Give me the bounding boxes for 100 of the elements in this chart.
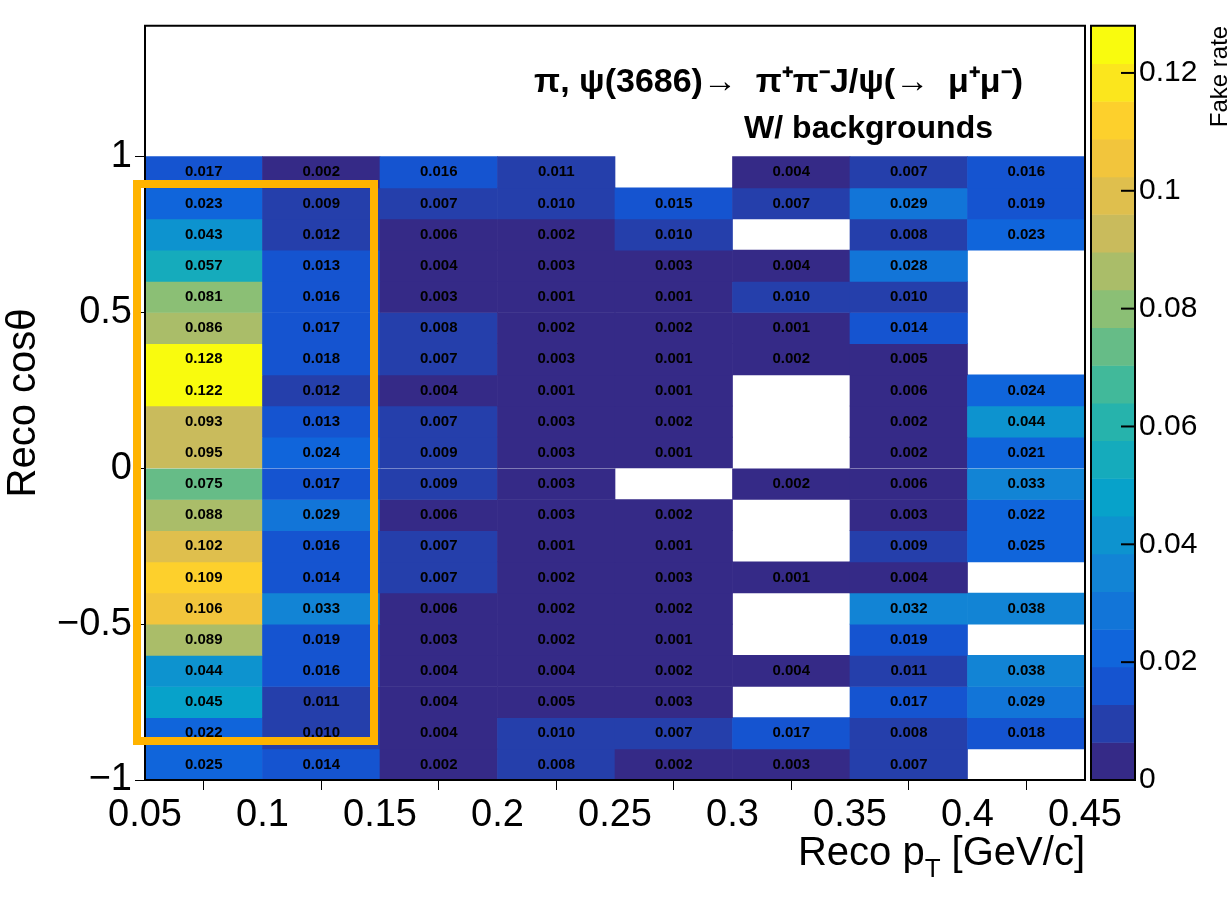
data-label: 0.018 <box>1007 723 1046 741</box>
data-label: 0.002 <box>654 505 693 523</box>
data-label: 0.002 <box>537 224 576 242</box>
data-label: 0.086 <box>184 318 223 336</box>
data-label: 0.006 <box>889 474 928 492</box>
data-label: 0.001 <box>654 536 693 554</box>
data-label: 0.009 <box>419 442 458 460</box>
data-label: 0.003 <box>537 411 576 429</box>
y-axis-title: Reco cosθ <box>0 308 44 498</box>
data-label: 0.012 <box>302 224 341 242</box>
data-label: 0.002 <box>654 598 693 616</box>
data-label: 0.012 <box>302 380 341 398</box>
data-label: 0.006 <box>419 505 458 523</box>
data-label: 0.013 <box>302 411 341 429</box>
data-label: 0.075 <box>184 474 223 492</box>
data-label: 0.009 <box>302 193 341 211</box>
data-label: 0.023 <box>1007 224 1046 242</box>
x-tick-label: 0.3 <box>706 792 759 835</box>
color-bar-label: 0.02 <box>1139 643 1198 677</box>
data-label: 0.022 <box>1007 505 1046 523</box>
data-label: 0.014 <box>302 567 341 585</box>
data-label: 0.002 <box>537 318 576 336</box>
x-tick-label: 0.2 <box>471 792 524 835</box>
data-label: 0.004 <box>772 255 811 273</box>
color-bar-label: 0.06 <box>1139 407 1198 441</box>
data-label: 0.004 <box>419 380 459 398</box>
data-label: 0.006 <box>419 224 458 242</box>
data-label: 0.017 <box>889 692 928 710</box>
data-label: 0.002 <box>419 754 458 772</box>
data-label: 0.007 <box>419 193 458 211</box>
data-label: 0.009 <box>419 474 458 492</box>
data-label: 0.008 <box>419 318 458 336</box>
data-label: 0.024 <box>1007 380 1046 398</box>
data-label: 0.033 <box>1007 474 1046 492</box>
data-label: 0.003 <box>654 255 693 273</box>
data-label: 0.044 <box>1007 411 1046 429</box>
data-label: 0.004 <box>419 661 459 679</box>
data-label: 0.008 <box>889 723 928 741</box>
data-label: 0.024 <box>302 442 341 460</box>
data-label: 0.010 <box>537 723 576 741</box>
data-label: 0.002 <box>889 411 928 429</box>
data-label: 0.018 <box>302 349 341 367</box>
data-label: 0.001 <box>654 349 693 367</box>
data-label: 0.045 <box>184 692 223 710</box>
x-tick-label: 0.15 <box>343 792 417 835</box>
data-label: 0.038 <box>1007 661 1046 679</box>
data-label: 0.081 <box>184 287 223 305</box>
x-tick-label: 0.35 <box>813 792 887 835</box>
data-label: 0.003 <box>654 692 693 710</box>
data-label: 0.002 <box>654 411 693 429</box>
data-label: 0.016 <box>1007 162 1046 180</box>
data-label: 0.001 <box>537 536 576 554</box>
data-label: 0.017 <box>184 162 223 180</box>
data-label: 0.004 <box>419 692 459 710</box>
data-label: 0.002 <box>772 349 811 367</box>
data-label: 0.089 <box>184 629 223 647</box>
data-label: 0.016 <box>419 162 458 180</box>
data-label: 0.017 <box>302 474 341 492</box>
data-label: 0.007 <box>889 754 928 772</box>
data-label: 0.016 <box>302 536 341 554</box>
x-tick-label: 0.25 <box>578 792 652 835</box>
data-label: 0.007 <box>419 411 458 429</box>
data-label: 0.014 <box>889 318 929 336</box>
data-label: 0.007 <box>419 349 458 367</box>
y-tick-label: 0.5 <box>79 289 132 332</box>
data-label: 0.001 <box>654 442 693 460</box>
data-label: 0.016 <box>302 287 341 305</box>
data-label: 0.033 <box>302 598 341 616</box>
data-label: 0.021 <box>1007 442 1046 460</box>
data-label: 0.005 <box>889 349 928 367</box>
data-label: 0.109 <box>184 567 223 585</box>
data-label: 0.006 <box>889 380 928 398</box>
data-label: 0.057 <box>184 255 223 273</box>
data-label: 0.019 <box>302 629 341 647</box>
color-bar-label: 0.04 <box>1139 525 1198 559</box>
y-tick-label: 1 <box>110 133 132 176</box>
data-label: 0.002 <box>889 442 928 460</box>
data-label: 0.004 <box>537 661 576 679</box>
data-label: 0.002 <box>654 754 693 772</box>
x-tick-label: 0.1 <box>236 792 289 835</box>
color-bar-label: 0.08 <box>1139 289 1198 323</box>
data-label: 0.032 <box>889 598 928 616</box>
data-label: 0.106 <box>184 598 223 616</box>
data-label: 0.016 <box>302 661 341 679</box>
data-label: 0.017 <box>772 723 811 741</box>
x-tick-label: 0.45 <box>1048 792 1122 835</box>
data-label: 0.003 <box>537 474 576 492</box>
data-label: 0.010 <box>302 723 341 741</box>
data-label: 0.008 <box>537 754 576 772</box>
data-label: 0.003 <box>537 505 576 523</box>
data-label: 0.002 <box>654 318 693 336</box>
data-label: 0.003 <box>537 349 576 367</box>
data-label: 0.009 <box>889 536 928 554</box>
data-label: 0.003 <box>654 567 693 585</box>
data-label: 0.004 <box>889 567 929 585</box>
data-label: 0.002 <box>772 474 811 492</box>
data-label: 0.002 <box>537 598 576 616</box>
data-label: 0.001 <box>537 287 576 305</box>
color-bar-label: 0 <box>1139 761 1156 795</box>
x-tick-label: 0.4 <box>941 792 994 835</box>
